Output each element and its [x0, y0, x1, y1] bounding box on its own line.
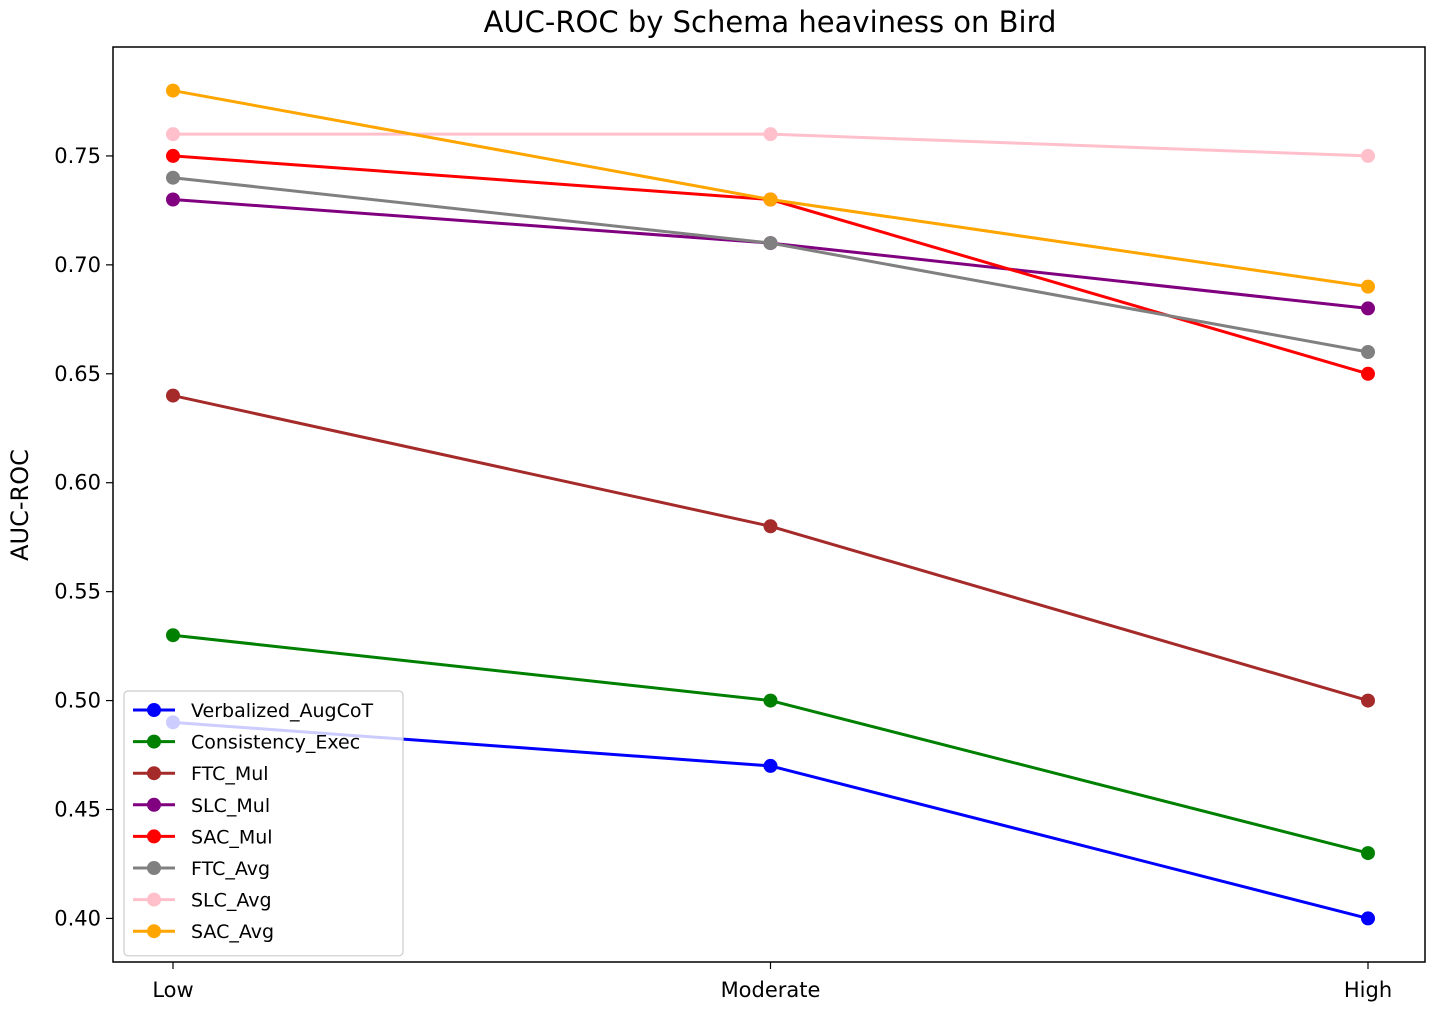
- data-point: [166, 83, 180, 98]
- x-tick-label: High: [1344, 978, 1392, 1002]
- data-point: [1361, 301, 1375, 316]
- data-point: [166, 148, 180, 163]
- data-point: [1361, 148, 1375, 163]
- series-line: [172, 198, 1369, 310]
- y-axis-title: AUC-ROC: [6, 449, 34, 561]
- series-sac-mul: [166, 148, 1375, 381]
- legend-box: [123, 690, 404, 957]
- y-tick-label: 0.60: [54, 471, 101, 495]
- legend-label: Consistency_Exec: [191, 732, 360, 754]
- legend-marker: [147, 703, 161, 717]
- legend-marker: [147, 861, 161, 875]
- legend-item: SAC_Mul: [133, 826, 273, 848]
- data-point: [1361, 846, 1375, 861]
- data-point: [763, 758, 778, 773]
- x-tick-label: Low: [152, 978, 193, 1002]
- y-tick-label: 0.65: [54, 362, 101, 386]
- series-line: [172, 89, 1369, 289]
- legend-item: Verbalized_AugCoT: [133, 700, 373, 722]
- legend-marker: [147, 892, 161, 907]
- legend-marker: [147, 734, 161, 749]
- series-consistency-exec: [166, 628, 1375, 861]
- legend-label: SAC_Mul: [191, 826, 273, 848]
- legend-label: SAC_Avg: [191, 921, 274, 943]
- legend-label: FTC_Avg: [191, 858, 270, 880]
- legend-label: Verbalized_AugCoT: [191, 700, 373, 722]
- y-tick-label: 0.55: [54, 580, 101, 604]
- legend-item: SAC_Avg: [133, 921, 274, 943]
- legend-label: FTC_Mul: [191, 763, 269, 785]
- chart-title: AUC-ROC by Schema heaviness on Bird: [484, 5, 1057, 39]
- legend-marker: [147, 924, 161, 939]
- legend-item: FTC_Mul: [133, 763, 269, 785]
- series-slc-mul: [166, 192, 1375, 316]
- y-tick-label: 0.45: [54, 798, 101, 822]
- data-point: [166, 628, 180, 643]
- data-point: [763, 519, 778, 534]
- x-tick-label: Moderate: [721, 978, 821, 1002]
- data-point: [1361, 911, 1375, 926]
- data-point: [763, 127, 778, 142]
- data-point: [1361, 693, 1375, 708]
- legend-marker: [147, 766, 161, 781]
- y-tick-label: 0.75: [54, 144, 101, 168]
- axes: Low Moderate High 0.40 0.45 0.50 0.55 0.60 0.65 0…: [54, 144, 1392, 1002]
- data-point: [166, 192, 180, 207]
- data-point: [166, 127, 180, 142]
- legend-marker: [147, 829, 161, 844]
- series-sac-avg: [166, 83, 1375, 294]
- data-point: [1361, 345, 1375, 359]
- data-point: [1361, 366, 1375, 381]
- legend-item: Consistency_Exec: [133, 732, 360, 754]
- data-point: [166, 170, 180, 185]
- legend-label: SLC_Mul: [191, 795, 270, 817]
- data-point: [166, 388, 180, 403]
- legend-marker: [147, 797, 161, 812]
- y-tick-label: 0.40: [54, 906, 101, 930]
- y-tick-label: 0.70: [54, 253, 101, 277]
- series-ftc-mul: [166, 388, 1375, 708]
- data-point: [763, 192, 778, 207]
- data-point: [763, 236, 778, 251]
- series-line: [172, 154, 1369, 376]
- series-group: [166, 83, 1375, 926]
- legend-item: FTC_Avg: [133, 858, 270, 880]
- data-point: [1361, 279, 1375, 294]
- series-ftc-avg: [166, 170, 1375, 359]
- legend-item: SLC_Mul: [133, 795, 270, 817]
- plot-frame: [112, 46, 1426, 963]
- y-tick-label: 0.50: [54, 689, 101, 713]
- data-point: [763, 693, 778, 708]
- legend-label: SLC_Avg: [191, 890, 272, 912]
- series-slc-avg: [166, 127, 1375, 163]
- legend-item: SLC_Avg: [133, 890, 272, 912]
- legend: Verbalized_AugCoT Consistency_Exec FTC_Mul…: [123, 690, 404, 957]
